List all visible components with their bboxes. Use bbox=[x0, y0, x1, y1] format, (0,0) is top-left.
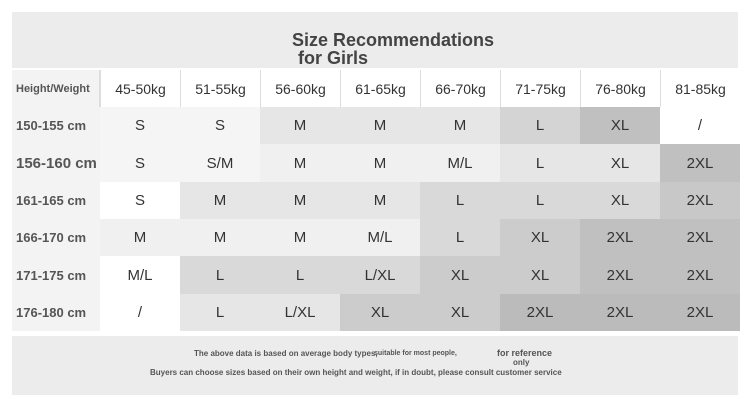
column-header: 66-70kg bbox=[420, 70, 500, 107]
size-cell: M bbox=[340, 182, 420, 219]
size-cell: M bbox=[340, 144, 420, 182]
size-cell: M bbox=[260, 182, 340, 219]
size-cell: L bbox=[260, 256, 340, 294]
size-cell: M bbox=[260, 219, 340, 256]
subtitle: for Girls bbox=[298, 48, 369, 68]
size-cell: L bbox=[500, 107, 580, 144]
size-cell: S bbox=[100, 144, 180, 182]
size-cell: L bbox=[420, 219, 500, 256]
size-cell: M bbox=[260, 144, 340, 182]
size-cell: L bbox=[500, 144, 580, 182]
size-cell: S bbox=[100, 182, 180, 219]
size-cell: S bbox=[100, 107, 180, 144]
size-cell: 2XL bbox=[660, 144, 740, 182]
size-cell: XL bbox=[500, 219, 580, 256]
size-cell: / bbox=[660, 107, 740, 144]
size-cell: M bbox=[100, 219, 180, 256]
row-header: 156-160 cm bbox=[12, 144, 100, 182]
row-header: 161-165 cm bbox=[12, 182, 100, 219]
size-cell: 2XL bbox=[580, 219, 660, 256]
size-cell: 2XL bbox=[500, 294, 580, 331]
size-cell: XL bbox=[420, 256, 500, 294]
size-cell: L bbox=[500, 182, 580, 219]
size-cell: XL bbox=[420, 294, 500, 331]
size-cell: 2XL bbox=[660, 182, 740, 219]
size-cell: M/L bbox=[340, 219, 420, 256]
size-cell: 2XL bbox=[580, 294, 660, 331]
size-cell: 2XL bbox=[580, 256, 660, 294]
column-header: 76-80kg bbox=[580, 70, 660, 107]
size-cell: M bbox=[260, 107, 340, 144]
size-cell: 2XL bbox=[660, 294, 740, 331]
column-header: 56-60kg bbox=[260, 70, 340, 107]
size-cell: 2XL bbox=[660, 256, 740, 294]
row-header: 150-155 cm bbox=[12, 107, 100, 144]
title-band bbox=[12, 12, 738, 68]
size-cell: M bbox=[180, 219, 260, 256]
size-cell: XL bbox=[580, 144, 660, 182]
size-cell: M bbox=[420, 107, 500, 144]
title: Size Recommendations bbox=[292, 30, 495, 50]
footer-note: for reference bbox=[497, 348, 553, 358]
size-cell: 2XL bbox=[660, 219, 740, 256]
size-cell: L bbox=[420, 182, 500, 219]
row-header: 171-175 cm bbox=[12, 256, 100, 294]
footer-note: only bbox=[513, 358, 530, 367]
row-header: 176-180 cm bbox=[12, 294, 100, 331]
size-cell: L/XL bbox=[340, 256, 420, 294]
size-cell: L bbox=[180, 294, 260, 331]
size-cell: M bbox=[180, 182, 260, 219]
column-header: 45-50kg bbox=[100, 70, 180, 107]
column-header: 51-55kg bbox=[180, 70, 260, 107]
size-table: Height/Weight 45-50kg 51-55kg 56-60kg 61-65k… bbox=[12, 70, 740, 331]
column-header: 81-85kg bbox=[660, 70, 740, 107]
size-cell: / bbox=[100, 294, 180, 331]
size-cell: L bbox=[180, 256, 260, 294]
footer-note: suitable for most people, bbox=[374, 350, 457, 357]
size-cell: M/L bbox=[420, 144, 500, 182]
footer-note: The above data is based on average body … bbox=[194, 349, 378, 358]
size-cell: S/M bbox=[180, 144, 260, 182]
column-header: 61-65kg bbox=[340, 70, 420, 107]
size-cell: XL bbox=[340, 294, 420, 331]
row-header: 166-170 cm bbox=[12, 219, 100, 256]
size-cell: XL bbox=[580, 182, 660, 219]
size-cell: XL bbox=[500, 256, 580, 294]
column-header: 71-75kg bbox=[500, 70, 580, 107]
footer-band bbox=[12, 336, 738, 395]
footer-note: Buyers can choose sizes based on their o… bbox=[150, 368, 562, 377]
size-cell: S bbox=[180, 107, 260, 144]
corner-label: Height/Weight bbox=[12, 70, 100, 107]
size-cell: M bbox=[340, 107, 420, 144]
size-cell: L/XL bbox=[260, 294, 340, 331]
size-cell: M/L bbox=[100, 256, 180, 294]
size-cell: XL bbox=[580, 107, 660, 144]
